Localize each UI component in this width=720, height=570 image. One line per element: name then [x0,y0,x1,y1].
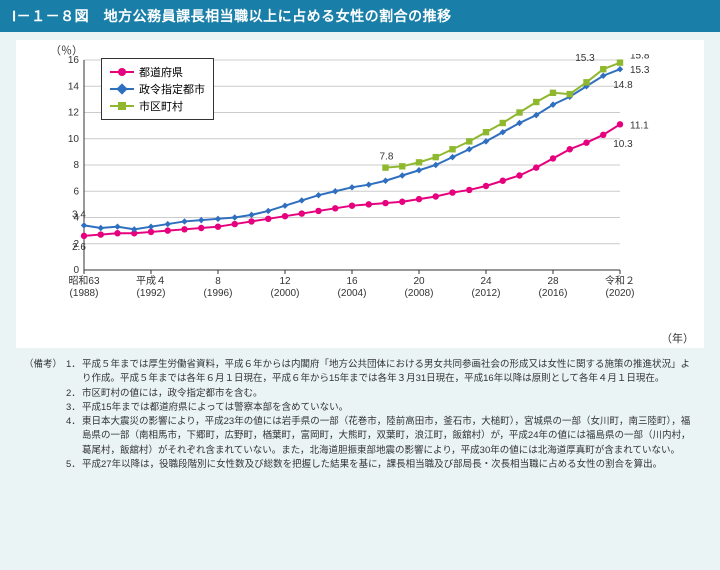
svg-text:16: 16 [68,55,80,66]
svg-text:(1992): (1992) [137,288,166,299]
svg-text:平成４: 平成４ [136,275,166,287]
svg-text:15.8: 15.8 [630,54,650,62]
svg-text:7.8: 7.8 [380,152,394,163]
svg-text:8: 8 [73,160,79,171]
footnote-item: 5．平成27年以降は，役職段階別に女性数及び総数を把握した結果を基に，課長相当職… [24,458,696,472]
legend-label: 政令指定都市 [139,81,205,97]
svg-text:昭和63: 昭和63 [68,275,100,287]
svg-text:28: 28 [547,276,559,287]
svg-text:24: 24 [480,276,492,287]
svg-text:2.6: 2.6 [72,242,86,253]
footnote-item: 3．平成15年までは都道府県によっては警察本部を含めていない。 [24,401,696,415]
svg-text:(2020): (2020) [606,288,635,299]
svg-text:10.3: 10.3 [613,139,633,150]
svg-text:8: 8 [215,276,221,287]
svg-text:(2000): (2000) [271,288,300,299]
svg-text:(1996): (1996) [204,288,233,299]
svg-text:10: 10 [68,134,80,145]
svg-text:(2016): (2016) [539,288,568,299]
legend-item: 都道府県 [110,64,205,80]
svg-text:(2008): (2008) [405,288,434,299]
footnote-item: 4．東日本大震災の影響により，平成23年の値には岩手県の一部（花巻市，陸前高田市… [24,415,696,458]
svg-text:(2012): (2012) [472,288,501,299]
svg-text:14: 14 [68,81,80,92]
legend-item: 市区町村 [110,98,205,114]
svg-text:20: 20 [413,276,425,287]
svg-text:6: 6 [73,186,79,197]
svg-text:12: 12 [279,276,291,287]
svg-text:15.3: 15.3 [630,65,650,76]
footnotes: （備考）1．平成５年までは厚生労働省資料，平成６年からは内閣府「地方公共団体にお… [0,352,720,472]
svg-text:(1988): (1988) [70,288,99,299]
svg-text:16: 16 [346,276,358,287]
x-axis-label: （年） [661,330,694,346]
legend: 都道府県政令指定都市市区町村 [101,58,214,120]
svg-text:12: 12 [68,108,80,119]
svg-text:令和２: 令和２ [605,274,635,287]
chart-title: Ⅰ－１－８図 地方公務員課長相当職以上に占める女性の割合の推移 [0,0,720,32]
footnote-item: （備考）1．平成５年までは厚生労働省資料，平成６年からは内閣府「地方公共団体にお… [24,358,696,387]
svg-text:3.4: 3.4 [72,209,86,220]
legend-label: 市区町村 [139,98,183,114]
legend-label: 都道府県 [139,64,183,80]
legend-item: 政令指定都市 [110,81,205,97]
svg-text:(2004): (2004) [338,288,367,299]
svg-text:0: 0 [73,265,79,276]
svg-text:15.3: 15.3 [575,54,595,64]
svg-text:11.1: 11.1 [630,120,649,131]
svg-text:14.8: 14.8 [613,80,633,91]
chart-area: （％） 都道府県政令指定都市市区町村 0246810121416昭和63(198… [16,40,704,348]
footnote-item: 2．市区町村の値には，政令指定都市を含む。 [24,387,696,401]
